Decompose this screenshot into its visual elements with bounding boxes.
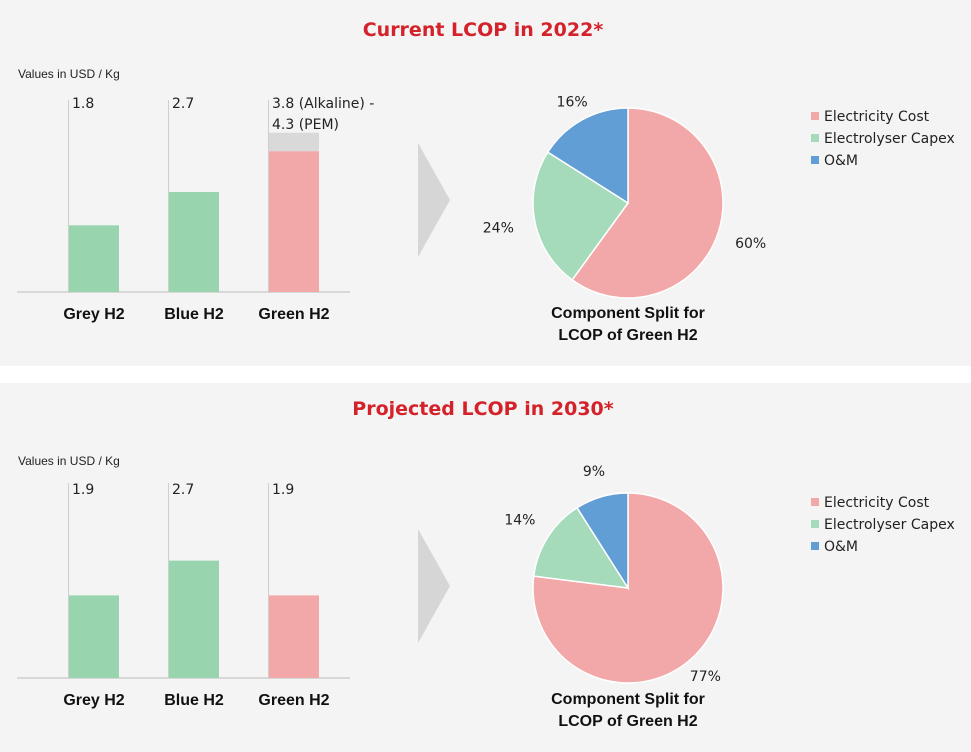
section-title: Projected LCOP in 2030* xyxy=(352,398,613,420)
pie-percent-label: 9% xyxy=(583,464,605,480)
legend: Electricity Cost Electrolyser Capex O&M xyxy=(811,495,955,555)
pie-percent-label: 14% xyxy=(504,512,535,528)
legend: Electricity Cost Electrolyser Capex O&M xyxy=(811,109,955,169)
section-svg-projected: Projected LCOP in 2030* Values in USD / … xyxy=(17,398,955,730)
legend-swatch xyxy=(811,520,819,528)
bar-value-label: 1.8 xyxy=(72,96,94,112)
pie-caption-line2: LCOP of Green H2 xyxy=(558,713,697,730)
pie-slice-electrolyser-capex xyxy=(532,151,630,281)
bar-green-h2 xyxy=(269,151,319,292)
arrow-icon xyxy=(418,143,450,257)
bar-value-label: 2.7 xyxy=(172,482,194,498)
pie-chart-current: 60% 24% 16% xyxy=(483,94,766,299)
pie-percent-label: 77% xyxy=(690,669,721,685)
legend-label: O&M xyxy=(824,539,858,555)
bar-blue-h2 xyxy=(169,560,219,678)
bar-chart-projected: 1.9 Grey H2 2.7 Blue H2 1.9 Green H2 xyxy=(17,482,350,709)
pie-slice-electricity-cost xyxy=(571,107,724,299)
category-label: Blue H2 xyxy=(164,306,224,323)
legend-swatch xyxy=(811,498,819,506)
pie-caption-line1: Component Split for xyxy=(551,305,705,322)
arrow-icon xyxy=(418,529,450,643)
bar-range-cap xyxy=(269,132,319,152)
bar-grey-h2 xyxy=(69,595,119,678)
pie-percent-label: 16% xyxy=(557,94,588,110)
legend-swatch xyxy=(811,112,819,120)
pie-chart-projected: 77% 14% 9% xyxy=(504,464,724,685)
bar-grey-h2 xyxy=(69,225,119,292)
pie-caption-line2: LCOP of Green H2 xyxy=(558,327,697,344)
category-label: Grey H2 xyxy=(63,692,124,709)
bar-green-h2 xyxy=(269,595,319,678)
bar-value-label: 2.7 xyxy=(172,96,194,112)
unit-note: Values in USD / Kg xyxy=(18,454,120,468)
legend-swatch xyxy=(811,134,819,142)
section-svg-current: Current LCOP in 2022* Values in USD / Kg… xyxy=(17,19,955,344)
pie-slice-electrolyser-capex xyxy=(532,506,630,589)
bar-value-label: 1.9 xyxy=(72,482,94,498)
unit-note: Values in USD / Kg xyxy=(18,67,120,81)
legend-label: Electricity Cost xyxy=(824,495,930,511)
legend-swatch xyxy=(811,542,819,550)
pie-slice-o-m xyxy=(576,492,629,591)
pie-slice-o-m xyxy=(546,107,629,205)
pie-caption-line1: Component Split for xyxy=(551,691,705,708)
bar-chart-current: 1.8 Grey H2 2.7 Blue H2 3.8 (Alkaline) - 4.3 … xyxy=(17,96,374,323)
bar-blue-h2 xyxy=(169,192,219,292)
bar-value-label: 4.3 (PEM) xyxy=(272,117,339,133)
legend-label: Electrolyser Capex xyxy=(824,131,955,147)
panel-projected-2030: Projected LCOP in 2030* Values in USD / … xyxy=(0,383,971,752)
panel-current-2022: Current LCOP in 2022* Values in USD / Kg… xyxy=(0,0,971,366)
legend-swatch xyxy=(811,156,819,164)
pie-percent-label: 24% xyxy=(483,221,514,237)
section-title: Current LCOP in 2022* xyxy=(363,19,604,41)
bar-value-label: 1.9 xyxy=(272,482,294,498)
legend-label: O&M xyxy=(824,153,858,169)
legend-label: Electricity Cost xyxy=(824,109,930,125)
bar-value-label: 3.8 (Alkaline) - xyxy=(272,96,374,112)
category-label: Green H2 xyxy=(258,692,329,709)
legend-label: Electrolyser Capex xyxy=(824,517,955,533)
category-label: Grey H2 xyxy=(63,306,124,323)
pie-percent-label: 60% xyxy=(735,236,766,252)
category-label: Blue H2 xyxy=(164,692,224,709)
category-label: Green H2 xyxy=(258,306,329,323)
